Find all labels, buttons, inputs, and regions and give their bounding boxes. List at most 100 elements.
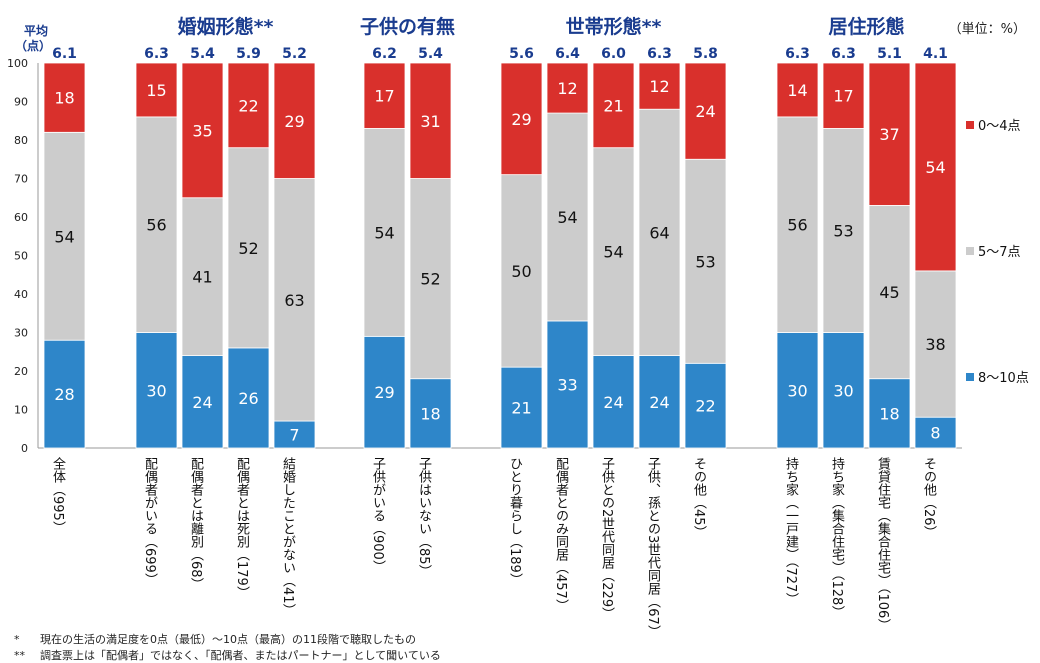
bar-1-2-seg-1 [227, 147, 270, 349]
bar-value-1-0-0: 30 [146, 381, 166, 400]
avg-label-2-0: 6.2 [372, 46, 397, 62]
category-label-2-1: 子供はいない（85） [416, 457, 432, 578]
bar-1-1-seg-1 [181, 197, 224, 357]
avg-label-3-2: 6.0 [601, 46, 626, 62]
y-tick-label-9: 90 [14, 96, 28, 109]
bar-value-2-1-2: 31 [420, 112, 440, 131]
bar-value-4-1-2: 17 [833, 87, 853, 106]
bar-value-4-2-0: 18 [879, 404, 899, 423]
bar-value-3-2-1: 54 [603, 243, 623, 262]
legend-swatch-2 [966, 121, 974, 129]
y-tick-label-2: 20 [14, 365, 28, 378]
y-tick-label-3: 30 [14, 327, 28, 340]
bar-value-2-0-0: 29 [374, 383, 394, 402]
group-title-1: 婚姻形態** [178, 15, 274, 38]
bar-3-4-seg-2 [684, 62, 727, 160]
bar-value-4-0-2: 14 [787, 81, 807, 100]
group-title-4: 居住形態 [828, 15, 904, 38]
bar-value-3-1-0: 33 [557, 375, 577, 394]
avg-label-3-1: 6.4 [555, 46, 580, 62]
bar-0-0-seg-2 [43, 62, 86, 133]
category-label-2-0: 子供がいる（900） [370, 457, 386, 573]
bar-value-1-3-1: 63 [284, 291, 304, 310]
bar-value-3-2-0: 24 [603, 393, 623, 412]
unit-label: （単位：%） [949, 21, 1026, 37]
bar-value-3-3-0: 24 [649, 393, 669, 412]
bar-value-4-3-1: 38 [925, 335, 945, 354]
bar-4-3-seg-2 [914, 62, 957, 272]
bar-2-1-seg-0 [409, 378, 452, 449]
category-label-1-1: 配偶者とは離別（68） [188, 457, 204, 591]
footnote-1: * 現在の生活の満足度を0点（最低）〜10点（最高）の11段階で聴取したもの [14, 631, 416, 647]
bar-value-2-0-2: 17 [374, 87, 394, 106]
bar-3-4-seg-1 [684, 158, 727, 364]
category-label-1-0: 配偶者がいる（699） [142, 457, 158, 586]
y-tick-label-7: 70 [14, 173, 28, 186]
bar-value-4-1-1: 53 [833, 221, 853, 240]
footnote-1-text: 現在の生活の満足度を0点（最低）〜10点（最高）の11段階で聴取したもの [40, 633, 416, 646]
bar-3-0-seg-1 [500, 174, 543, 368]
bar-value-1-2-2: 22 [238, 96, 258, 115]
bar-value-3-2-2: 21 [603, 96, 623, 115]
category-label-3-4: その他（45） [691, 457, 707, 539]
bar-2-0-seg-1 [363, 128, 406, 337]
footnote-2-mark: ** [14, 649, 25, 662]
bar-3-2-seg-1 [592, 147, 635, 356]
legend-label-0: 8〜10点 [978, 371, 1029, 386]
bar-3-4-seg-0 [684, 362, 727, 449]
bar-value-2-0-1: 54 [374, 223, 394, 242]
category-label-4-1: 持ち家（集合住宅）（128） [829, 457, 845, 618]
bar-value-1-2-1: 52 [238, 239, 258, 258]
bar-value-3-4-0: 22 [695, 397, 715, 416]
bar-value-3-0-1: 50 [511, 262, 531, 281]
bar-4-3-seg-0 [914, 416, 957, 449]
category-label-4-3: その他（26） [921, 457, 937, 539]
bar-value-3-1-1: 54 [557, 208, 577, 227]
category-label-3-1: 配偶者とのみ同居（457） [553, 457, 569, 612]
bar-3-1-seg-1 [546, 112, 589, 322]
bar-value-4-0-1: 56 [787, 216, 807, 235]
y-tick-label-5: 50 [14, 250, 28, 263]
bar-1-2-seg-2 [227, 62, 270, 149]
bar-2-0-seg-2 [363, 62, 406, 129]
avg-label-2-1: 5.4 [418, 46, 443, 62]
avg-label-1-3: 5.2 [282, 46, 307, 62]
bar-value-0-0-1: 54 [54, 227, 74, 246]
bar-4-2-seg-0 [868, 378, 911, 449]
bar-4-1-seg-2 [822, 62, 865, 129]
bar-value-1-0-1: 56 [146, 216, 166, 235]
bar-4-2-seg-1 [868, 205, 911, 380]
bar-4-1-seg-0 [822, 332, 865, 449]
bar-4-0-seg-1 [776, 116, 819, 333]
bar-3-0-seg-2 [500, 62, 543, 176]
bar-2-1-seg-1 [409, 178, 452, 380]
category-label-1-2: 配偶者とは死別（179） [234, 457, 250, 599]
bar-3-2-seg-2 [592, 62, 635, 149]
avg-label-0-0: 6.1 [52, 46, 77, 62]
avg-label-4-0: 6.3 [785, 46, 810, 62]
bar-value-3-0-2: 29 [511, 110, 531, 129]
bar-value-3-4-2: 24 [695, 102, 715, 121]
bar-value-3-0-0: 21 [511, 399, 531, 418]
group-title-3: 世帯形態** [566, 15, 662, 38]
bar-value-3-3-1: 64 [649, 223, 669, 242]
bar-1-1-seg-2 [181, 62, 224, 199]
y-tick-label-4: 40 [14, 288, 28, 301]
avg-label-1-1: 5.4 [190, 46, 215, 62]
bar-value-3-1-2: 12 [557, 79, 577, 98]
category-label-3-3: 子供、孫との3世代同居（67） [645, 457, 661, 630]
avg-label-1-0: 6.3 [144, 46, 169, 62]
bar-value-1-1-0: 24 [192, 393, 212, 412]
bar-value-4-1-0: 30 [833, 381, 853, 400]
legend-label-1: 5〜7点 [978, 245, 1021, 260]
bar-1-0-seg-1 [135, 116, 178, 333]
category-label-3-0: ひとり暮らし（189） [507, 457, 523, 586]
category-label-4-2: 賃貸住宅（集合住宅）（106） [875, 457, 891, 630]
category-label-1-3: 結婚したことがない（41） [280, 457, 296, 617]
satisfaction-chart: 0 10 20 30 40 50 60 70 80 90 100 平均（点） （単位：%） 婚姻形態** 子… [7, 15, 1029, 630]
bar-value-4-3-2: 54 [925, 158, 945, 177]
bar-value-4-3-0: 8 [930, 424, 940, 443]
bar-3-3-seg-0 [638, 355, 681, 449]
bar-value-0-0-2: 18 [54, 89, 74, 108]
legend-swatch-0 [966, 373, 974, 381]
